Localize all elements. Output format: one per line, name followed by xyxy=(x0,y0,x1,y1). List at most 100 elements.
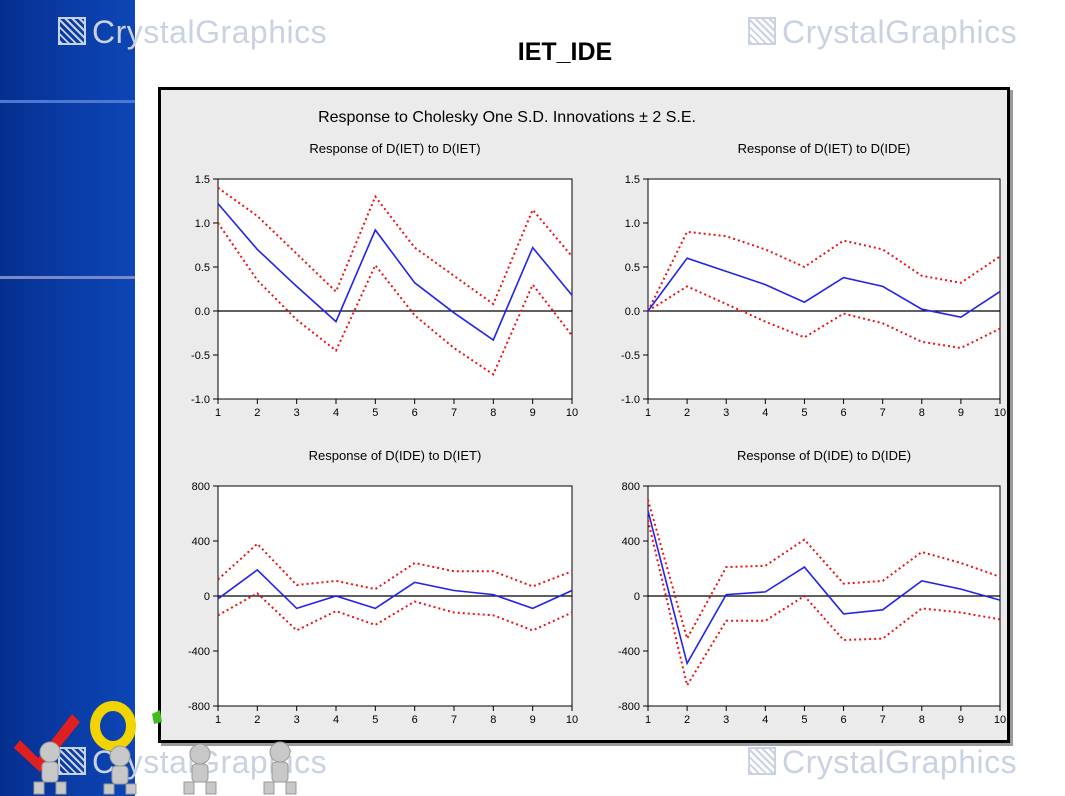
x-tick-label: 10 xyxy=(566,714,578,726)
y-tick-label: -0.5 xyxy=(191,350,210,362)
watermark-logo-icon xyxy=(58,747,86,775)
x-tick-label: 9 xyxy=(958,714,964,726)
panel-4: Response of D(IDE) to D(IDE) -800 -400 0 400… xyxy=(618,448,1006,726)
x-tick-label: 6 xyxy=(412,407,418,419)
x-tick-label: 1 xyxy=(215,407,221,419)
x-tick-label: 10 xyxy=(994,714,1006,726)
x-tick-label: 5 xyxy=(801,407,807,419)
watermark-text: CrystalGraphics xyxy=(92,14,328,50)
green-mark-icon xyxy=(152,710,162,724)
x-tick-label: 4 xyxy=(333,407,339,419)
x-tick-label: 7 xyxy=(451,714,457,726)
x-tick-label: 1 xyxy=(215,714,221,726)
response-line xyxy=(217,568,573,610)
sidebar-stripe xyxy=(0,276,135,279)
panel-2: Response of D(IET) to D(IDE) -1.0 -0.5 0.0 0… xyxy=(621,141,1006,419)
x-tick-label: 6 xyxy=(412,714,418,726)
y-tick-label: -1.0 xyxy=(621,394,640,406)
chart-title: Response to Cholesky One S.D. Innovation… xyxy=(318,109,696,126)
x-tick-label: 6 xyxy=(840,407,846,419)
x-tick-label: 2 xyxy=(254,714,260,726)
x-tick-label: 4 xyxy=(333,714,339,726)
x-tick-label: 3 xyxy=(723,407,729,419)
y-tick-label: 800 xyxy=(622,481,640,493)
panel-title: Response of D(IET) to D(IDE) xyxy=(738,141,911,156)
figure-icon xyxy=(103,745,137,795)
sidebar-stripe xyxy=(0,100,135,103)
x-tick-label: 4 xyxy=(762,407,768,419)
x-tick-label: 5 xyxy=(801,714,807,726)
panel-3: Response of D(IDE) to D(IET) -800 -400 0 400… xyxy=(188,448,578,726)
y-tick-label: 0 xyxy=(634,591,640,603)
watermark: CrystalGraphics xyxy=(748,744,1017,781)
figure-icon xyxy=(183,743,217,795)
y-tick-label: 1.5 xyxy=(195,174,210,186)
y-tick-label: -800 xyxy=(618,701,640,713)
x-tick-label: 7 xyxy=(880,407,886,419)
x-tick-label: 8 xyxy=(919,407,925,419)
yellow-ring-icon xyxy=(90,701,136,751)
watermark: CrystalGraphics xyxy=(58,14,327,51)
watermark-text: CrystalGraphics xyxy=(782,744,1018,780)
x-tick-label: 4 xyxy=(762,714,768,726)
y-tick-label: 0.5 xyxy=(195,262,210,274)
y-tick-label: 1.0 xyxy=(625,218,640,230)
y-tick-label: -0.5 xyxy=(621,350,640,362)
y-tick-label: -1.0 xyxy=(191,394,210,406)
panel-title: Response of D(IDE) to D(IDE) xyxy=(737,448,911,463)
figure-icon xyxy=(33,741,67,795)
response-line xyxy=(217,203,573,342)
x-tick-label: 3 xyxy=(294,407,300,419)
watermark-text: CrystalGraphics xyxy=(782,14,1018,50)
people-illustration xyxy=(14,701,297,795)
x-tick-label: 1 xyxy=(645,714,651,726)
x-tick-label: 9 xyxy=(958,407,964,419)
y-tick-label: 1.5 xyxy=(625,174,640,186)
impulse-response-chart: Response to Cholesky One S.D. Innovation… xyxy=(188,109,1006,726)
x-tick-label: 3 xyxy=(723,714,729,726)
x-tick-label: 5 xyxy=(372,714,378,726)
watermark-logo-icon xyxy=(58,17,86,45)
watermark: CrystalGraphics xyxy=(748,14,1017,51)
x-tick-label: 10 xyxy=(994,407,1006,419)
response-line xyxy=(647,510,1001,666)
red-check-icon xyxy=(14,714,80,772)
y-tick-label: 400 xyxy=(192,536,210,548)
y-tick-label: 0.0 xyxy=(625,306,640,318)
y-tick-label: 400 xyxy=(622,536,640,548)
x-tick-label: 1 xyxy=(645,407,651,419)
x-tick-label: 6 xyxy=(840,714,846,726)
watermark-logo-icon xyxy=(748,17,776,45)
x-tick-label: 2 xyxy=(254,407,260,419)
x-tick-label: 10 xyxy=(566,407,578,419)
x-tick-label: 5 xyxy=(372,407,378,419)
x-tick-label: 3 xyxy=(294,714,300,726)
x-tick-label: 2 xyxy=(684,714,690,726)
y-tick-label: 1.0 xyxy=(195,218,210,230)
x-tick-label: 8 xyxy=(919,714,925,726)
response-line xyxy=(647,257,1001,319)
y-tick-label: -400 xyxy=(188,646,210,658)
panel-1: Response of D(IET) to D(IET) -1.0 -0.5 0.0 0… xyxy=(191,141,578,419)
x-tick-label: 8 xyxy=(490,407,496,419)
x-tick-label: 7 xyxy=(451,407,457,419)
upper-band-line xyxy=(217,542,573,591)
figure-icon xyxy=(263,741,297,795)
x-tick-label: 7 xyxy=(880,714,886,726)
panel-title: Response of D(IDE) to D(IET) xyxy=(309,448,482,463)
sidebar-band xyxy=(0,0,135,796)
upper-band-line xyxy=(647,230,1001,312)
y-tick-label: 0.0 xyxy=(195,306,210,318)
watermark-logo-icon xyxy=(748,747,776,775)
lower-band-line xyxy=(217,592,573,632)
y-tick-label: 0 xyxy=(204,591,210,603)
y-tick-label: -400 xyxy=(618,646,640,658)
lower-band-line xyxy=(217,222,573,376)
y-tick-label: 800 xyxy=(192,481,210,493)
x-tick-label: 2 xyxy=(684,407,690,419)
y-tick-label: -800 xyxy=(188,701,210,713)
upper-band-line xyxy=(647,499,1001,642)
x-tick-label: 9 xyxy=(530,714,536,726)
slide-title: IET_IDE xyxy=(517,38,613,66)
chart-frame: Response to Cholesky One S.D. Innovation… xyxy=(158,87,1010,743)
